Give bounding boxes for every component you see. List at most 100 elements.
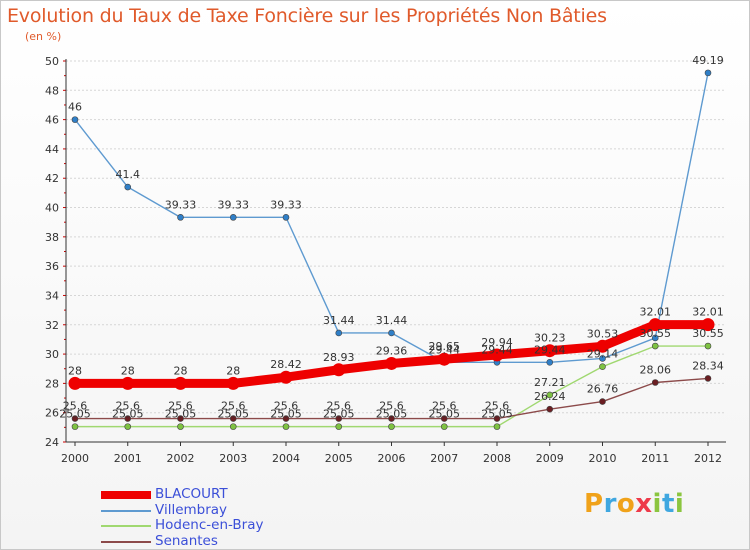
data-point-senantes xyxy=(546,405,554,413)
y-tick-label: 50 xyxy=(45,55,59,68)
data-label-hodenc-en-bray: 27.21 xyxy=(534,376,566,389)
data-label-blacourt: 30.53 xyxy=(587,327,619,340)
data-point-blacourt xyxy=(121,376,135,390)
data-label-villembray: 29.44 xyxy=(481,343,513,356)
data-point-senantes xyxy=(177,415,184,422)
legend-swatch xyxy=(101,540,151,543)
data-label-senantes: 25.6 xyxy=(63,400,88,413)
y-tick-label: 42 xyxy=(45,172,59,185)
data-point-villembray xyxy=(229,214,237,221)
data-label-blacourt: 30.23 xyxy=(534,332,566,345)
data-point-hodenc-en-bray xyxy=(546,391,554,399)
data-label-villembray: 31.44 xyxy=(376,314,408,327)
data-point-hodenc-en-bray xyxy=(651,342,659,350)
data-point-senantes xyxy=(704,375,712,382)
data-point-hodenc-en-bray xyxy=(704,342,712,350)
logo-letter: t xyxy=(661,489,675,519)
data-label-senantes: 26.24 xyxy=(534,390,566,403)
data-label-hodenc-en-bray: 25.05 xyxy=(165,408,197,421)
data-point-villembray xyxy=(704,69,712,77)
legend-swatch xyxy=(101,509,151,512)
data-label-senantes: 25.6 xyxy=(327,400,352,413)
data-point-hodenc-en-bray xyxy=(229,423,237,430)
data-point-villembray xyxy=(546,358,554,366)
data-point-villembray xyxy=(388,329,395,337)
data-label-hodenc-en-bray: 25.05 xyxy=(429,408,461,421)
data-point-blacourt xyxy=(68,376,82,390)
data-label-blacourt: 32.01 xyxy=(640,306,672,319)
x-tick-label: 2010 xyxy=(589,452,617,465)
logo-letter: o xyxy=(616,489,636,519)
data-label-villembray: 41.4 xyxy=(116,168,141,181)
data-point-blacourt xyxy=(332,363,346,377)
data-label-villembray: 31.44 xyxy=(323,314,355,327)
data-label-villembray: 39.33 xyxy=(270,198,302,211)
data-label-blacourt: 29.94 xyxy=(481,336,513,349)
data-point-blacourt xyxy=(648,318,662,332)
data-label-hodenc-en-bray: 25.05 xyxy=(112,408,144,421)
chart-title: Evolution du Taux de Taxe Foncière sur l… xyxy=(7,5,607,27)
legend-label: Hodenc-en-Bray xyxy=(155,517,264,533)
y-tick-label: 36 xyxy=(45,260,59,273)
data-point-villembray xyxy=(177,214,184,221)
x-tick-label: 2003 xyxy=(219,452,247,465)
y-tick-label: 38 xyxy=(45,231,59,244)
data-label-blacourt: 28.93 xyxy=(323,351,355,364)
data-point-blacourt xyxy=(226,376,240,390)
data-point-hodenc-en-bray xyxy=(335,423,343,430)
data-label-hodenc-en-bray: 30.55 xyxy=(640,327,672,340)
y-tick-label: 32 xyxy=(45,319,59,332)
data-point-blacourt xyxy=(490,348,504,362)
y-tick-label: 26 xyxy=(45,407,59,420)
data-label-hodenc-en-bray: 25.05 xyxy=(323,408,355,421)
logo-letter: i xyxy=(652,489,662,519)
x-tick-label: 2009 xyxy=(536,452,564,465)
data-point-blacourt xyxy=(174,376,187,390)
data-label-villembray: 49.19 xyxy=(692,54,724,67)
data-point-hodenc-en-bray xyxy=(71,423,79,430)
legend-label: BLACOURT xyxy=(155,486,228,502)
y-tick-label: 34 xyxy=(45,289,59,302)
data-point-blacourt xyxy=(543,344,557,358)
y-tick-label: 48 xyxy=(45,84,59,97)
logo-letter: P xyxy=(584,489,604,519)
data-label-blacourt: 28.42 xyxy=(270,358,302,371)
data-label-hodenc-en-bray: 29.14 xyxy=(587,348,619,361)
data-label-senantes: 25.6 xyxy=(168,400,193,413)
data-label-blacourt: 28 xyxy=(68,364,82,377)
x-tick-label: 2001 xyxy=(114,452,142,465)
data-label-villembray: 39.33 xyxy=(218,198,250,211)
x-tick-label: 2005 xyxy=(325,452,353,465)
y-tick-label: 40 xyxy=(45,202,59,215)
x-tick-label: 2012 xyxy=(694,452,722,465)
data-point-hodenc-en-bray xyxy=(282,423,290,430)
data-label-senantes: 28.34 xyxy=(692,359,724,372)
data-point-villembray xyxy=(335,329,343,337)
data-point-villembray xyxy=(651,334,659,342)
data-label-senantes: 25.6 xyxy=(432,400,457,413)
data-label-blacourt: 29.65 xyxy=(429,340,461,353)
data-label-senantes: 25.6 xyxy=(221,400,246,413)
data-label-villembray: 29.44 xyxy=(534,343,566,356)
data-label-blacourt: 29.36 xyxy=(376,344,408,357)
data-point-senantes xyxy=(282,415,290,422)
data-point-blacourt xyxy=(279,370,293,384)
data-point-villembray xyxy=(71,116,79,123)
data-point-senantes xyxy=(651,379,659,386)
x-tick-label: 2004 xyxy=(272,452,300,465)
data-label-villembray: 29.44 xyxy=(429,343,461,356)
data-label-blacourt: 28 xyxy=(226,364,240,377)
data-point-senantes xyxy=(229,415,237,422)
data-point-blacourt xyxy=(385,356,398,370)
x-tick-label: 2008 xyxy=(483,452,511,465)
data-label-hodenc-en-bray: 25.05 xyxy=(59,408,91,421)
data-point-blacourt xyxy=(437,352,451,366)
y-tick-label: 44 xyxy=(45,143,59,156)
data-point-senantes xyxy=(440,415,448,422)
data-label-blacourt: 28 xyxy=(121,364,135,377)
data-label-villembray: 46 xyxy=(68,101,82,114)
data-point-hodenc-en-bray xyxy=(599,363,606,370)
logo-letter: r xyxy=(603,489,617,519)
data-label-hodenc-en-bray: 25.05 xyxy=(481,408,513,421)
